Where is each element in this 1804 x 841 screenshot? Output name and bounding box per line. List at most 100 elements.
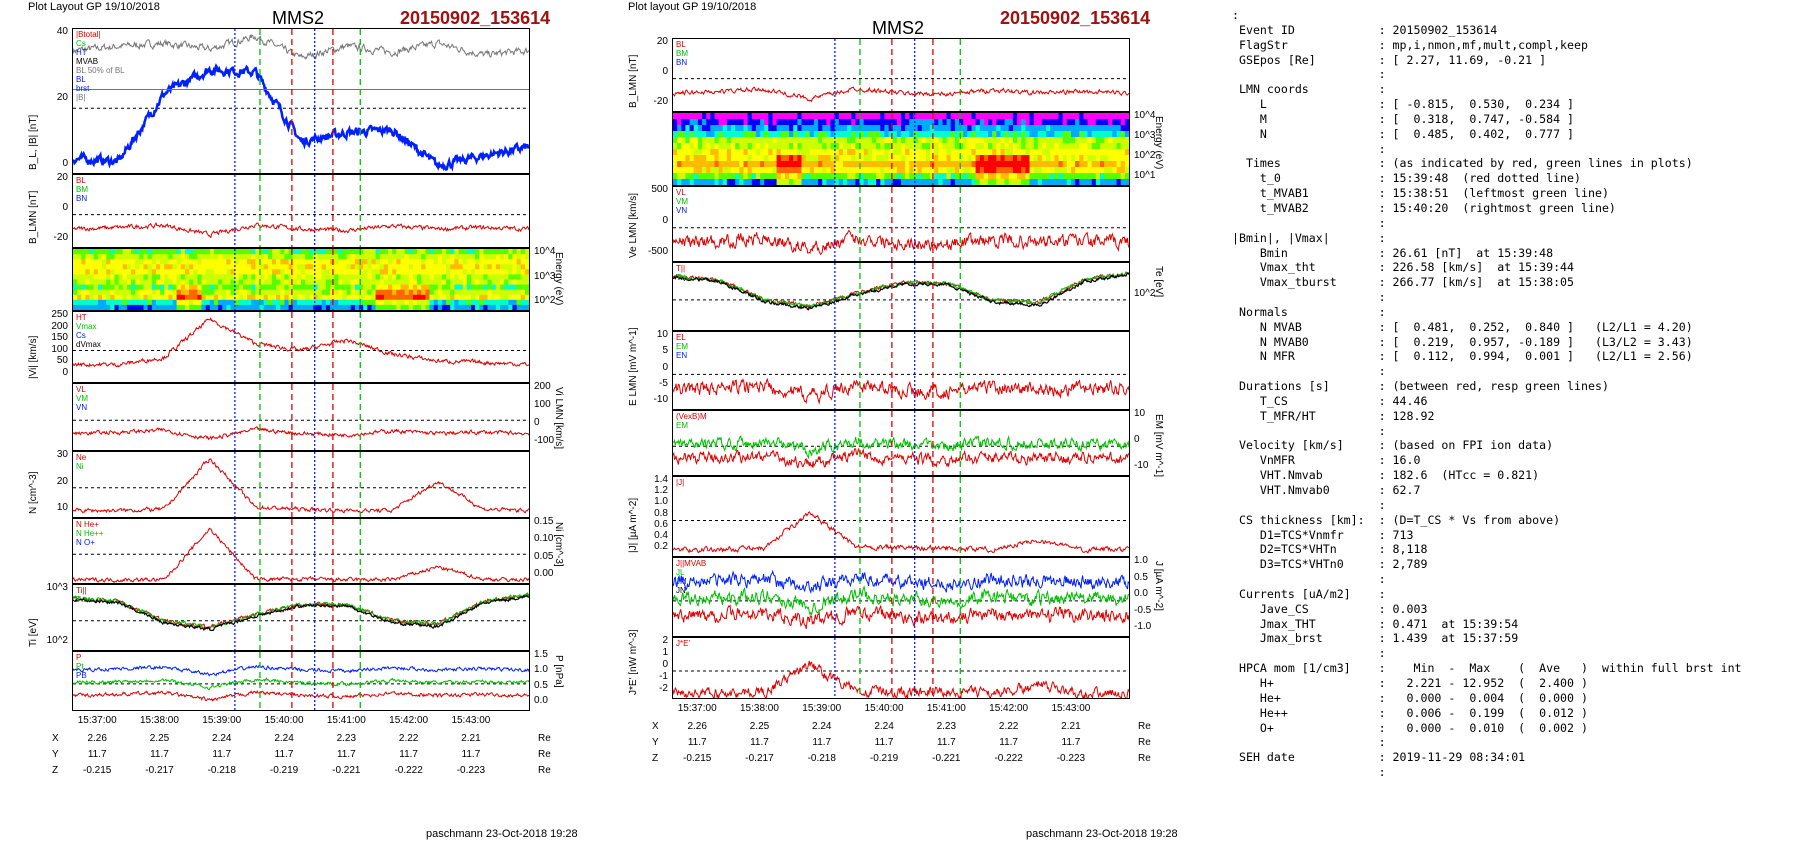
left-bl-line — [73, 63, 529, 172]
left-panel-1-legend-item-7: brst — [76, 84, 90, 93]
right-spacecraft-title: MMS2 — [872, 18, 925, 38]
right-panel-5-legend-item-3: EN — [676, 351, 688, 360]
right-panel-5-series-1 — [673, 377, 1129, 405]
right-eph-Z-value-7: -0.223 — [1056, 753, 1086, 764]
right-panel-2 — [672, 112, 1130, 186]
left-time-tick-6: 15:42:00 — [389, 715, 429, 726]
right-panel-5-tick-5: -10 — [653, 394, 668, 405]
left-eph-unit-Z: Re — [538, 765, 551, 776]
right-eph-Y-value-3: 11.7 — [812, 737, 832, 748]
left-panel-6-series-1 — [73, 458, 529, 514]
right-panel-9-ylabel: J*E' [nW m^-3] — [628, 629, 639, 696]
left-panel-9-series-1 — [73, 689, 529, 702]
left-panel-3-tick-3: 10^2 — [534, 295, 556, 306]
right-event-title: 20150902_153614 — [1000, 8, 1151, 28]
left-panel-5-legend-item-2: VM — [76, 394, 88, 403]
left-eph-Y-value-3: 11.7 — [212, 749, 232, 760]
left-time-tick-5: 15:41:00 — [326, 715, 366, 726]
right-eph-unit-Z: Re — [1138, 753, 1151, 764]
right-panel-8-legend-item-2: JL — [676, 568, 685, 577]
right-panel-8-plot — [673, 558, 1129, 636]
left-panel-6-legend: Ne Ni — [76, 453, 86, 471]
right-panel-2-tick-1: 10^4 — [1134, 110, 1156, 121]
left-panel-7-series-1 — [73, 527, 529, 583]
right-panel-4-legend-item-1: T|| — [676, 264, 686, 273]
right-panel-4-tperp — [673, 272, 1129, 311]
left-panel-7-tick-2: 0.10 — [534, 533, 554, 545]
left-panel-5 — [72, 383, 530, 451]
right-time-tick-4: 15:40:00 — [864, 703, 904, 714]
right-eph-Y-value-5: 11.7 — [936, 737, 956, 748]
right-panel-1-plot — [673, 39, 1129, 111]
left-panel-9-tick-2: 1.0 — [534, 664, 548, 676]
right-panel-8-tick-3: 0.0 — [1134, 588, 1148, 599]
right-panel-9-tick-3: 0 — [662, 659, 668, 670]
right-panel-6-series-1 — [673, 447, 1129, 469]
left-panel-8-plot — [73, 585, 529, 650]
right-panel-8-tick-4: -0.5 — [1134, 604, 1152, 616]
right-panel-8-ylabel: J [µA m^-2] — [1153, 561, 1164, 611]
left-panel-8-tick-1: 10^3 — [46, 582, 68, 593]
right-eph-unit-X: Re — [1138, 721, 1151, 732]
left-panel-7 — [72, 518, 530, 584]
right-time-tick-1: 15:37:00 — [677, 703, 717, 714]
right-panel-7-tick-4: 0.8 — [654, 507, 668, 519]
left-panel-4-tick-1: 250 — [51, 309, 68, 320]
left-panel-5-tick-4: -100 — [534, 435, 555, 446]
left-eph-Z-value-7: -0.223 — [456, 765, 486, 776]
left-panel-9-series-2 — [73, 677, 529, 691]
left-panel-1 — [72, 28, 530, 174]
right-panel-5-ylabel: E LMN [mV m^-1] — [628, 327, 639, 406]
right-panel-9 — [672, 637, 1130, 699]
left-eph-Y-value-7: 11.7 — [461, 749, 481, 760]
right-panel-6-legend-item-2: EM — [676, 421, 688, 430]
left-eph-X-value-4: 2.24 — [274, 733, 294, 744]
left-panel-5-legend: VL VM VN — [76, 385, 88, 412]
left-panel-2-tick-2: 0 — [62, 202, 68, 213]
left-time-tick-4: 15:40:00 — [264, 715, 304, 726]
left-panel-6-legend-item-1: Ne — [76, 453, 87, 462]
right-eph-Z-value-6: -0.222 — [994, 753, 1023, 764]
right-panel-6-tick-3: -10 — [1134, 460, 1149, 471]
right-panel-1 — [672, 38, 1130, 112]
left-panel-1-legend-item-4: MVAB — [76, 57, 99, 66]
left-panel-9-plot — [73, 652, 529, 710]
right-eph-unit-Y: Re — [1138, 737, 1151, 748]
right-panel-7-tick-3: 1.0 — [654, 496, 668, 508]
right-panel-7-ylabel: |J| [µA m^-2] — [628, 497, 639, 553]
right-eph-X-value-2: 2.25 — [749, 721, 770, 732]
right-panel-1-tick-2: 0 — [662, 66, 668, 77]
right-panel-4-plot — [673, 263, 1129, 330]
right-panel-3-ylabel: Ve LMN [km/s] — [628, 192, 639, 258]
right-panel-1-tick-3: -20 — [653, 96, 668, 107]
right-panel-8-series-3 — [673, 569, 1129, 594]
right-panel-4-legend-item-2: T⊥ — [676, 273, 688, 282]
left-eph-Z-value-4: -0.219 — [269, 765, 299, 776]
right-panel-9-tick-2: 1 — [662, 647, 668, 658]
right-panel-4-legend: T|| T⊥ — [676, 264, 688, 282]
left-panel-2-legend-item-1: BL — [76, 176, 86, 185]
left-panel-4-tick-6: 0 — [62, 367, 68, 378]
left-panel-2-tick-3: -20 — [53, 232, 68, 243]
right-panel-7-legend: |J| — [676, 478, 684, 487]
right-panel-6-legend: (VexB)M EM — [676, 412, 707, 430]
left-eph-Z-value-3: -0.218 — [207, 765, 236, 776]
right-time-tick-3: 15:39:00 — [802, 703, 842, 714]
left-panel-1-tick-2: 20 — [56, 92, 68, 103]
left-panel-4-tick-2: 200 — [51, 320, 68, 332]
right-panel-7 — [672, 476, 1130, 557]
left-panel-2-legend-item-2: BM — [76, 185, 88, 194]
left-panel-9-tick-3: 0.5 — [534, 679, 548, 691]
right-panel-6-legend-item-1: (VexB)M — [676, 412, 707, 421]
left-panel-1-plot — [73, 29, 529, 173]
right-panel-9-tick-4: -1 — [659, 671, 668, 682]
left-btotal-line — [73, 34, 529, 60]
right-panel-5-tick-2: 5 — [662, 345, 668, 357]
left-panel-7-legend-item-1: N He+ — [76, 520, 99, 529]
left-eph-Z-value-2: -0.217 — [145, 765, 174, 776]
left-panel-6-tick-1: 30 — [56, 449, 68, 460]
left-eph-Y-value-4: 11.7 — [274, 749, 294, 760]
left-panel-5-tick-3: 0 — [534, 417, 540, 428]
left-time-tick-2: 15:38:00 — [140, 715, 179, 726]
left-eph-Z-value-1: -0.215 — [83, 765, 112, 776]
